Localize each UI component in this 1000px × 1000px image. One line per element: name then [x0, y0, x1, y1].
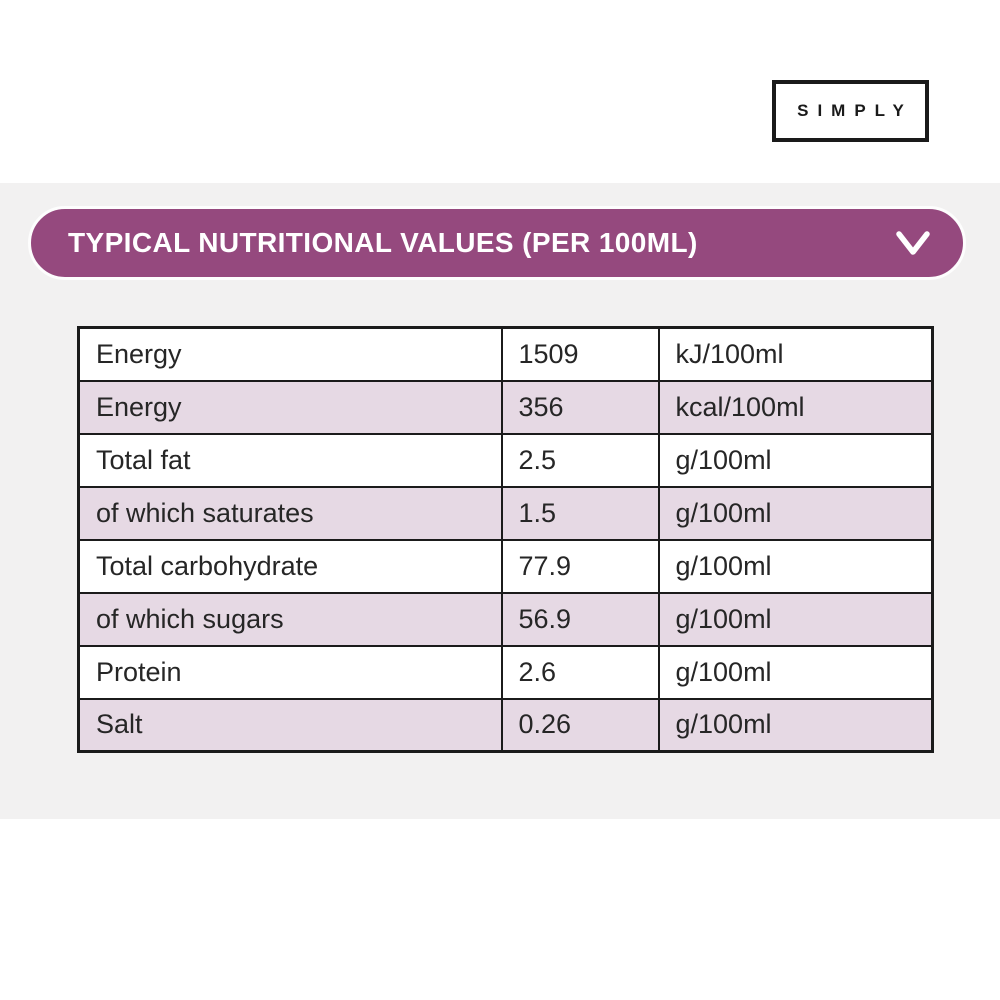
- table-row: of which sugars 56.9 g/100ml: [77, 591, 934, 647]
- table-row: Protein 2.6 g/100ml: [77, 644, 934, 700]
- nutrient-unit-cell: g/100ml: [657, 538, 934, 594]
- brand-logo: SIMPLY: [772, 80, 929, 142]
- nutrient-unit-cell: kJ/100ml: [657, 326, 934, 382]
- accordion-title: TYPICAL NUTRITIONAL VALUES (PER 100ML): [68, 227, 698, 258]
- chevron-down-icon[interactable]: [893, 228, 933, 258]
- nutrient-label-cell: of which sugars: [77, 591, 503, 647]
- nutrient-label-cell: of which saturates: [77, 485, 503, 541]
- nutrient-value-cell: 77.9: [500, 538, 660, 594]
- nutrient-unit-cell: g/100ml: [657, 591, 934, 647]
- nutrient-unit-cell: g/100ml: [657, 697, 934, 753]
- nutrient-value-cell: 2.6: [500, 644, 660, 700]
- nutrition-table: Energy 1509 kJ/100ml Energy 356 kcal/100…: [77, 326, 934, 753]
- nutrient-label-cell: Salt: [77, 697, 503, 753]
- table-row: of which saturates 1.5 g/100ml: [77, 485, 934, 541]
- table-row: Energy 1509 kJ/100ml: [77, 326, 934, 382]
- nutrient-unit-cell: kcal/100ml: [657, 379, 934, 435]
- nutrient-label-cell: Total fat: [77, 432, 503, 488]
- table-row: Salt 0.26 g/100ml: [77, 697, 934, 753]
- nutrient-value-cell: 1509: [500, 326, 660, 382]
- table-row: Total carbohydrate 77.9 g/100ml: [77, 538, 934, 594]
- nutrient-value-cell: 356: [500, 379, 660, 435]
- brand-logo-text: SIMPLY: [797, 101, 913, 120]
- table-row: Total fat 2.5 g/100ml: [77, 432, 934, 488]
- nutrient-value-cell: 2.5: [500, 432, 660, 488]
- nutrition-accordion-header[interactable]: TYPICAL NUTRITIONAL VALUES (PER 100ML): [28, 206, 966, 280]
- table-row: Energy 356 kcal/100ml: [77, 379, 934, 435]
- nutrient-value-cell: 0.26: [500, 697, 660, 753]
- nutrient-unit-cell: g/100ml: [657, 432, 934, 488]
- nutrient-value-cell: 1.5: [500, 485, 660, 541]
- nutrient-label-cell: Energy: [77, 326, 503, 382]
- nutrient-label-cell: Total carbohydrate: [77, 538, 503, 594]
- nutrient-unit-cell: g/100ml: [657, 485, 934, 541]
- nutrient-label-cell: Energy: [77, 379, 503, 435]
- nutrient-label-cell: Protein: [77, 644, 503, 700]
- nutrient-unit-cell: g/100ml: [657, 644, 934, 700]
- nutrient-value-cell: 56.9: [500, 591, 660, 647]
